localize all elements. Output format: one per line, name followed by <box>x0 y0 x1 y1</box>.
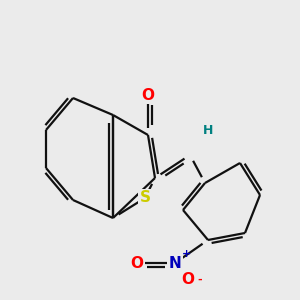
Text: O: O <box>130 256 143 271</box>
Text: H: H <box>203 124 213 136</box>
Text: N: N <box>169 256 182 271</box>
Text: -: - <box>197 275 202 285</box>
Text: O: O <box>182 272 194 287</box>
Text: O: O <box>142 88 154 103</box>
Text: S: S <box>140 190 151 206</box>
Text: +: + <box>182 249 191 259</box>
